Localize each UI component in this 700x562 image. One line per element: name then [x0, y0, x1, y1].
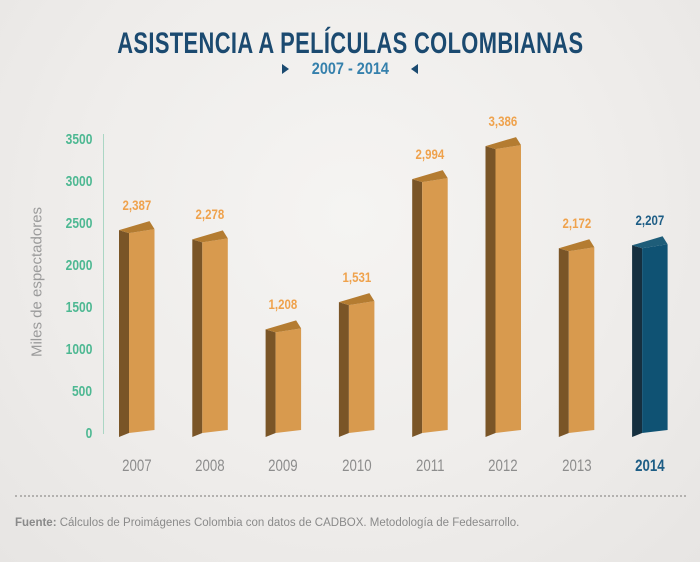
bar-2012: [495, 145, 521, 433]
y-tick-2500: 2500: [65, 214, 92, 232]
y-tick-3500: 3500: [65, 130, 92, 148]
y-tick-2000: 2000: [65, 256, 92, 274]
bar-2010-side: [338, 302, 349, 437]
source-text: Cálculos de Proimágenes Colombia con dat…: [59, 517, 520, 529]
x-label-2011: 2011: [415, 456, 445, 475]
bar-2007-side: [119, 230, 129, 437]
y-tick-500: 500: [71, 382, 92, 400]
bar-2011-top: [412, 170, 448, 183]
x-label-2013: 2013: [561, 456, 592, 475]
bar-value-2012: 3,386: [488, 114, 518, 130]
bar-2009-top: [265, 320, 302, 333]
y-axis-line: [103, 134, 104, 434]
x-label-2012: 2012: [488, 456, 518, 475]
dotted-divider: [15, 495, 686, 497]
bar-2013-side: [558, 248, 569, 437]
bar-2012-side: [485, 146, 496, 437]
bar-value-2010: 1,531: [342, 270, 371, 286]
bar-2014-top: [632, 236, 668, 249]
bar-2008-top: [192, 230, 228, 243]
bar-value-2009: 1,208: [268, 297, 298, 313]
bar-2012-top: [485, 137, 521, 150]
y-tick-0: 0: [85, 425, 92, 442]
bar-2007-top: [119, 221, 155, 234]
source-note: Fuente: Cálculos de Proimágenes Colombia…: [15, 517, 519, 529]
subtitle-row: 2007 - 2014: [0, 59, 700, 79]
bar-value-2008: 2,278: [195, 207, 225, 223]
bar-2009: [275, 328, 302, 433]
bar-2011-side: [412, 179, 423, 437]
triangle-left-icon: [411, 64, 419, 74]
bar-2011: [422, 178, 448, 433]
subtitle-text: 2007 - 2014: [311, 59, 389, 78]
bar-2013: [568, 247, 595, 433]
bar-2014-side: [632, 245, 643, 437]
triangle-right-icon: [281, 64, 289, 74]
page-title: ASISTENCIA A PELÍCULAS COLOMBIANAS: [0, 27, 700, 61]
bar-2013-top: [558, 239, 595, 252]
bar-2008-side: [192, 239, 203, 437]
y-tick-1500: 1500: [65, 298, 92, 316]
bar-value-2013: 2,172: [562, 216, 591, 232]
x-label-2009: 2009: [268, 456, 299, 475]
bar-2010: [348, 301, 375, 433]
bar-value-2014: 2,207: [635, 213, 665, 229]
x-label-2008: 2008: [195, 456, 225, 475]
bar-value-2007: 2,387: [122, 198, 152, 214]
bar-2009-side: [265, 329, 276, 437]
x-label-2007: 2007: [121, 456, 152, 475]
bar-2007: [129, 229, 155, 433]
x-label-2010: 2010: [341, 456, 372, 475]
bar-2014: [642, 244, 668, 433]
page-title-text: ASISTENCIA A PELÍCULAS COLOMBIANAS: [116, 27, 584, 60]
bar-value-2011: 2,994: [415, 147, 445, 163]
y-tick-1000: 1000: [65, 340, 92, 358]
y-tick-3000: 3000: [65, 172, 92, 190]
bar-2010-top: [338, 293, 375, 306]
source-label: Fuente:: [15, 517, 57, 529]
x-label-2014: 2014: [635, 456, 665, 475]
bar-2008: [202, 238, 228, 433]
